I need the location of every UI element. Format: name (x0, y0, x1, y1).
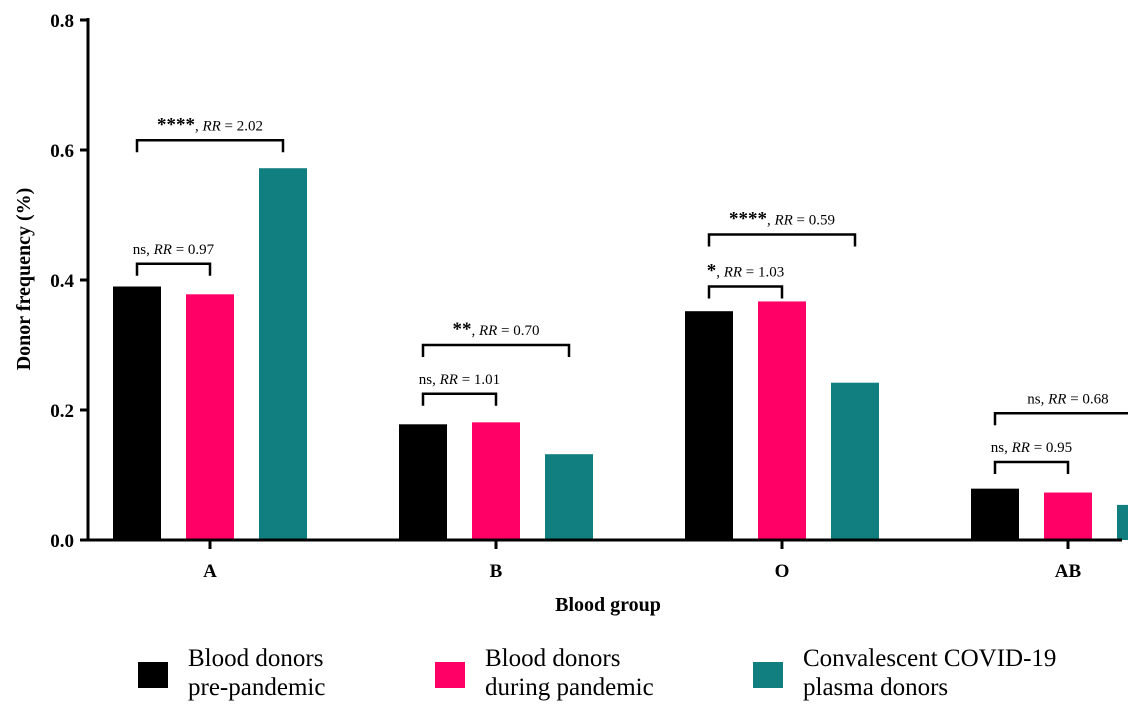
y-tick-label: 0.8 (50, 11, 74, 32)
separator: , (767, 213, 775, 229)
legend-entry-line: Blood donors (188, 645, 323, 672)
significance-label: ns, RR = 0.68 (1027, 391, 1108, 407)
significance-level: **** (729, 209, 767, 230)
separator: , (1004, 440, 1012, 456)
rr-label: RR (153, 242, 172, 258)
legend-swatch (753, 662, 783, 688)
bar-a-series-2 (186, 294, 234, 540)
bar-ab-series-2 (1044, 492, 1092, 540)
significance-bracket (707, 285, 784, 299)
significance-bracket (707, 233, 857, 247)
significance-level: ns (133, 242, 147, 258)
significance-level: * (707, 261, 717, 282)
significance-label: *, RR = 1.03 (707, 261, 785, 282)
rr-label: RR (723, 265, 742, 281)
separator: , (716, 265, 724, 281)
legend-entry-line: Blood donors (485, 645, 620, 672)
y-tick-label: 0.4 (50, 271, 74, 292)
bar-b-series-2 (472, 422, 520, 540)
x-axis-title: Blood group (555, 594, 661, 616)
y-tick-label: 0.2 (50, 401, 74, 422)
significance-level: **** (157, 114, 195, 135)
y-tick-label: 0.6 (50, 141, 74, 162)
significance-bracket (421, 343, 571, 357)
rr-value: = 1.03 (742, 265, 784, 281)
separator: , (195, 118, 203, 134)
y-axis-ticks: 0.0 0.2 0.4 0.6 0.8 (50, 11, 88, 552)
x-axis-ticks: A B O AB (203, 540, 1082, 582)
significance-label: ns, RR = 0.95 (991, 440, 1072, 456)
x-tick-label: AB (1055, 561, 1082, 582)
bar-o-series-2 (758, 301, 806, 540)
rr-label: RR (478, 323, 497, 339)
legend-entry: Blood donors during pandemic (485, 645, 654, 701)
rr-value: = 1.01 (458, 372, 500, 388)
significance-label: ****, RR = 0.59 (729, 209, 835, 230)
significance-bracket (135, 262, 212, 276)
legend-entry-line: Convalescent COVID-19 (803, 645, 1056, 672)
rr-value: = 0.59 (793, 213, 835, 229)
legend-entry-line: plasma donors (803, 674, 948, 701)
bar-b-series-1 (399, 424, 447, 540)
significance-bracket (993, 460, 1070, 474)
significance-label: ns, RR = 0.97 (133, 242, 215, 258)
bar-a-series-3 (259, 168, 307, 540)
y-tick-label: 0.0 (50, 531, 74, 552)
significance-label: ****, RR = 2.02 (157, 114, 263, 135)
legend-swatch (138, 662, 168, 688)
x-tick-label: A (203, 561, 217, 582)
bar-b-series-3 (545, 454, 593, 540)
bar-a-series-1 (113, 286, 161, 540)
rr-value: = 2.02 (221, 118, 263, 134)
rr-label: RR (1047, 391, 1066, 407)
x-tick-label: B (490, 561, 503, 582)
separator: , (432, 372, 440, 388)
legend-entry: Blood donors pre-pandemic (188, 645, 325, 701)
significance-level: ns (419, 372, 433, 388)
bar-o-series-3 (831, 382, 879, 540)
y-axis-title: Donor frequency (%) (13, 188, 35, 371)
rr-value: = 0.70 (497, 323, 539, 339)
legend-swatch (435, 662, 465, 688)
legend-entry-line: pre-pandemic (188, 674, 325, 701)
rr-value: = 0.95 (1030, 440, 1072, 456)
bar-o-series-1 (685, 311, 733, 540)
significance-label: **, RR = 0.70 (452, 319, 539, 340)
x-tick-label: O (775, 561, 790, 582)
significance-bracket (993, 412, 1128, 426)
rr-label: RR (439, 372, 458, 388)
legend-entry: Convalescent COVID-19 plasma donors (803, 645, 1056, 701)
separator: , (146, 242, 154, 258)
axes (86, 18, 1122, 542)
separator: , (1041, 391, 1049, 407)
separator: , (471, 323, 479, 339)
significance-annotations: ns, RR = 0.97 ****, RR = 2.02 ns, RR = 1.0… (133, 114, 1128, 474)
significance-level: ns (1027, 391, 1041, 407)
bar-ab-series-1 (971, 488, 1019, 540)
significance-label: ns, RR = 1.01 (419, 372, 500, 388)
significance-level: ** (452, 319, 471, 340)
legend-entry-line: during pandemic (485, 674, 654, 701)
bars (113, 168, 1128, 540)
significance-level: ns (991, 440, 1005, 456)
rr-label: RR (1011, 440, 1030, 456)
rr-label: RR (773, 213, 792, 229)
bar-ab-series-3 (1117, 504, 1128, 540)
rr-value: = 0.97 (172, 242, 215, 258)
significance-bracket (135, 139, 285, 153)
rr-value: = 0.68 (1066, 391, 1108, 407)
significance-bracket (421, 392, 498, 406)
rr-label: RR (201, 118, 220, 134)
